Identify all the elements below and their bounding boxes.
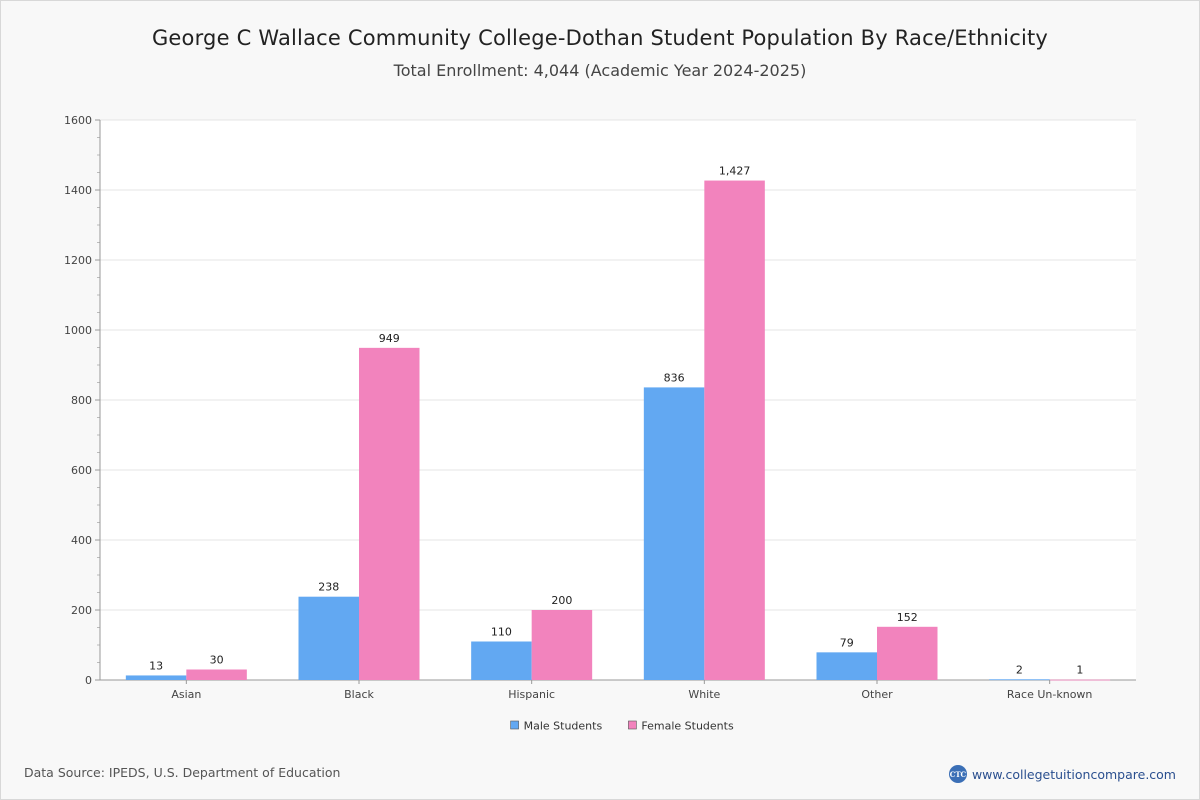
legend-swatch — [628, 720, 637, 730]
legend-label: Male Students — [524, 720, 603, 733]
y-tick-label: 0 — [85, 674, 92, 687]
bar-female — [877, 626, 938, 680]
data-label: 949 — [379, 332, 400, 345]
bar-male — [471, 641, 532, 680]
x-tick-label: Other — [861, 688, 893, 701]
brand-url: www.collegetuitioncompare.com — [971, 766, 1176, 782]
bar-male — [298, 596, 359, 680]
data-label: 110 — [491, 626, 512, 639]
data-label: 152 — [897, 611, 918, 624]
data-label: 79 — [840, 636, 854, 649]
bar-male — [989, 679, 1050, 681]
x-tick-label: Hispanic — [508, 688, 555, 701]
data-label: 1,427 — [719, 165, 751, 178]
y-tick-label: 600 — [71, 464, 92, 477]
data-label: 1 — [1076, 664, 1083, 677]
bar-male — [643, 387, 705, 680]
data-label: 238 — [318, 581, 339, 594]
x-tick-label: Asian — [171, 688, 201, 701]
data-label: 13 — [149, 659, 163, 672]
data-label: 2 — [1016, 663, 1023, 676]
chart-subtitle: Total Enrollment: 4,044 (Academic Year 2… — [393, 61, 807, 80]
legend-label: Female Students — [641, 720, 734, 733]
bar-female — [359, 347, 420, 680]
y-tick-label: 800 — [71, 394, 92, 407]
x-tick-label: Race Un-known — [1007, 688, 1093, 701]
x-tick-label: White — [688, 688, 720, 701]
y-tick-label: 1600 — [64, 114, 92, 127]
legend-swatch — [510, 720, 519, 730]
y-tick-label: 200 — [71, 604, 92, 617]
bar-female — [186, 669, 247, 680]
x-tick-label: Black — [344, 688, 374, 701]
bar-female — [531, 610, 593, 680]
bar-female — [1049, 679, 1111, 681]
data-label: 30 — [210, 654, 224, 667]
chart-title: George C Wallace Community College-Dotha… — [151, 26, 1049, 50]
brand-link[interactable]: CTC www.collegetuitioncompare.com — [948, 765, 1176, 783]
bar-female — [704, 180, 765, 681]
y-tick-label: 1400 — [64, 184, 92, 197]
data-label: 836 — [664, 371, 685, 384]
data-label: 200 — [551, 594, 572, 607]
y-tick-label: 1000 — [64, 324, 92, 337]
y-tick-label: 1200 — [64, 254, 92, 267]
brand-logo-icon: CTC — [948, 765, 967, 783]
data-source-note: Data Source: IPEDS, U.S. Department of E… — [24, 765, 341, 780]
y-tick-label: 400 — [71, 534, 92, 547]
bar-male — [125, 675, 187, 680]
bar-male — [816, 652, 877, 680]
